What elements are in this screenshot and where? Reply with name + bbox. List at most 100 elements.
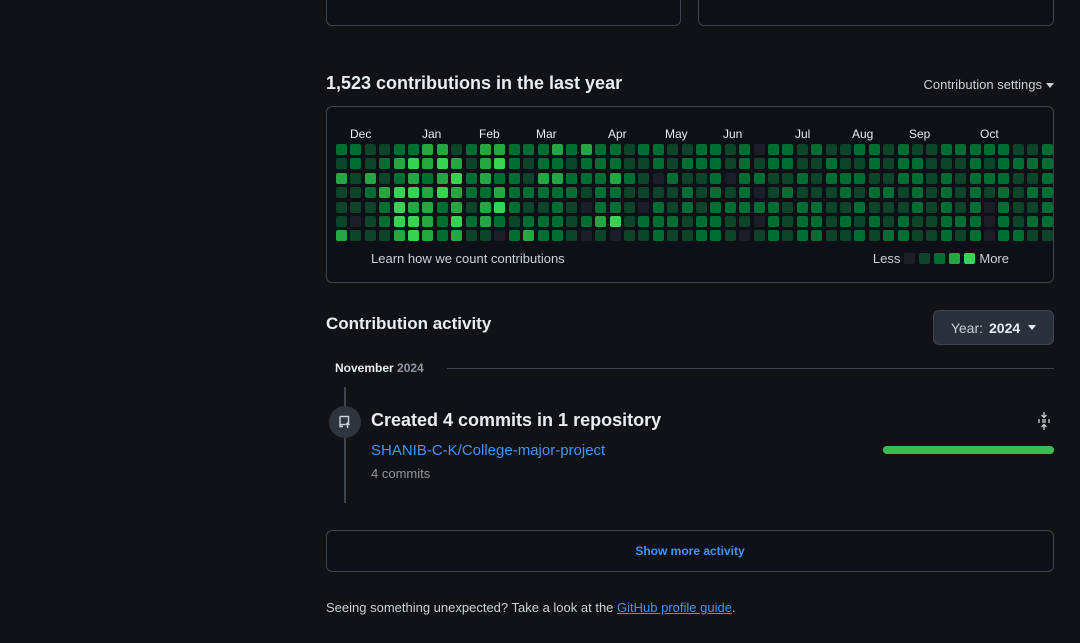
contribution-day[interactable] <box>624 144 635 155</box>
contribution-day[interactable] <box>465 187 477 199</box>
contribution-day[interactable] <box>451 201 463 213</box>
contribution-day[interactable] <box>854 230 866 242</box>
contribution-day[interactable] <box>422 172 434 184</box>
contribution-day[interactable] <box>667 187 679 199</box>
contribution-day[interactable] <box>984 172 995 184</box>
contribution-day[interactable] <box>955 172 967 184</box>
contribution-day[interactable] <box>451 216 463 227</box>
contribution-day[interactable] <box>595 158 607 170</box>
contribution-day[interactable] <box>696 172 707 184</box>
contribution-day[interactable] <box>336 187 347 199</box>
contribution-day[interactable] <box>580 144 592 155</box>
contribution-day[interactable] <box>811 158 823 170</box>
contribution-day[interactable] <box>940 172 952 184</box>
contribution-day[interactable] <box>1027 158 1039 170</box>
contribution-day[interactable] <box>696 201 707 213</box>
contribution-day[interactable] <box>480 230 491 242</box>
contribution-day[interactable] <box>710 187 722 199</box>
contribution-day[interactable] <box>868 216 880 227</box>
contribution-day[interactable] <box>480 144 491 155</box>
contribution-day[interactable] <box>379 230 391 242</box>
contribution-day[interactable] <box>350 201 362 213</box>
profile-guide-link[interactable]: GitHub profile guide <box>617 600 732 615</box>
contribution-day[interactable] <box>508 201 520 213</box>
contribution-day[interactable] <box>1012 158 1024 170</box>
contribution-day[interactable] <box>436 201 448 213</box>
contribution-day[interactable] <box>494 216 506 227</box>
contribution-day[interactable] <box>969 216 981 227</box>
contribution-day[interactable] <box>796 158 808 170</box>
contribution-day[interactable] <box>681 230 693 242</box>
contribution-day[interactable] <box>998 216 1010 227</box>
contribution-day[interactable] <box>811 172 823 184</box>
contribution-day[interactable] <box>465 216 477 227</box>
contribution-day[interactable] <box>480 201 491 213</box>
contribution-day[interactable] <box>364 216 376 227</box>
contribution-day[interactable] <box>840 201 851 213</box>
contribution-day[interactable] <box>1041 144 1053 155</box>
contribution-day[interactable] <box>868 201 880 213</box>
contribution-day[interactable] <box>508 230 520 242</box>
contribution-day[interactable] <box>422 216 434 227</box>
contribution-day[interactable] <box>480 158 491 170</box>
contribution-day[interactable] <box>868 144 880 155</box>
contribution-day[interactable] <box>552 230 563 242</box>
contribution-day[interactable] <box>393 158 405 170</box>
contribution-day[interactable] <box>1027 201 1039 213</box>
contribution-day[interactable] <box>768 172 779 184</box>
fold-icon[interactable] <box>1036 411 1052 431</box>
contribution-day[interactable] <box>926 187 938 199</box>
contribution-day[interactable] <box>523 187 535 199</box>
contribution-day[interactable] <box>710 172 722 184</box>
contribution-day[interactable] <box>768 187 779 199</box>
contribution-day[interactable] <box>796 144 808 155</box>
contribution-day[interactable] <box>710 230 722 242</box>
contribution-day[interactable] <box>652 230 664 242</box>
contribution-day[interactable] <box>782 230 794 242</box>
contribution-day[interactable] <box>364 144 376 155</box>
contribution-day[interactable] <box>566 187 578 199</box>
contribution-day[interactable] <box>350 172 362 184</box>
learn-contributions-link[interactable]: Learn how we count contributions <box>371 251 565 266</box>
contribution-day[interactable] <box>724 230 736 242</box>
contribution-day[interactable] <box>796 187 808 199</box>
contribution-day[interactable] <box>825 187 837 199</box>
contribution-day[interactable] <box>465 158 477 170</box>
contribution-day[interactable] <box>825 172 837 184</box>
contribution-day[interactable] <box>566 201 578 213</box>
contribution-day[interactable] <box>782 216 794 227</box>
show-more-activity-button[interactable]: Show more activity <box>326 530 1054 572</box>
contribution-day[interactable] <box>537 144 549 155</box>
contribution-day[interactable] <box>998 187 1010 199</box>
contribution-day[interactable] <box>436 187 448 199</box>
contribution-day[interactable] <box>739 172 751 184</box>
contribution-day[interactable] <box>1041 187 1053 199</box>
contribution-day[interactable] <box>926 172 938 184</box>
contribution-day[interactable] <box>796 230 808 242</box>
contribution-day[interactable] <box>1041 201 1053 213</box>
contribution-day[interactable] <box>624 230 635 242</box>
contribution-day[interactable] <box>465 144 477 155</box>
contribution-day[interactable] <box>336 201 347 213</box>
contribution-day[interactable] <box>969 230 981 242</box>
contribution-day[interactable] <box>494 172 506 184</box>
contribution-day[interactable] <box>465 172 477 184</box>
contribution-day[interactable] <box>883 230 895 242</box>
contribution-day[interactable] <box>854 158 866 170</box>
contribution-day[interactable] <box>566 230 578 242</box>
contribution-day[interactable] <box>984 230 995 242</box>
contribution-day[interactable] <box>753 187 765 199</box>
contribution-day[interactable] <box>364 230 376 242</box>
contribution-day[interactable] <box>696 158 707 170</box>
contribution-day[interactable] <box>782 144 794 155</box>
contribution-day[interactable] <box>393 230 405 242</box>
contribution-day[interactable] <box>436 172 448 184</box>
contribution-day[interactable] <box>508 216 520 227</box>
contribution-day[interactable] <box>667 172 679 184</box>
contribution-day[interactable] <box>868 172 880 184</box>
contribution-day[interactable] <box>523 158 535 170</box>
contribution-day[interactable] <box>451 187 463 199</box>
contribution-day[interactable] <box>552 201 563 213</box>
contribution-day[interactable] <box>436 216 448 227</box>
contribution-day[interactable] <box>537 216 549 227</box>
